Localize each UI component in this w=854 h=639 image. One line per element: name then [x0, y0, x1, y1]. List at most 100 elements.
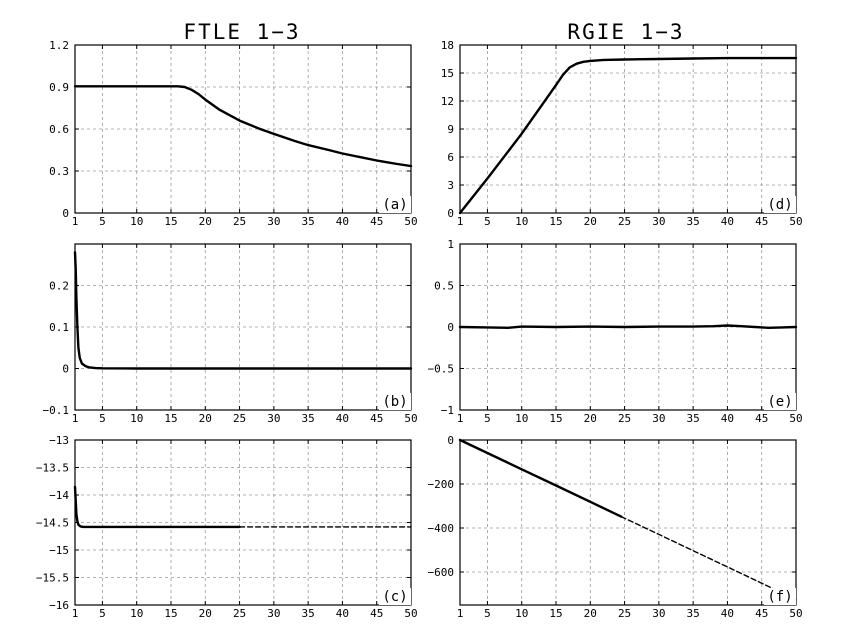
x-tick-label: 25 — [618, 412, 631, 425]
panel-label: (e) — [767, 394, 792, 410]
panel-label-bg — [379, 393, 411, 410]
x-tick-label: 1 — [72, 412, 79, 425]
panel-label-bg — [379, 196, 411, 213]
y-tick-label: 1.2 — [49, 39, 69, 52]
x-tick-label: 20 — [584, 215, 597, 228]
x-tick-label: 40 — [336, 607, 349, 620]
series-line — [458, 438, 623, 518]
x-tick-label: 50 — [404, 215, 417, 228]
x-tick-label: 1 — [457, 607, 464, 620]
y-tick-label: 0.6 — [49, 123, 69, 136]
x-tick-label: 45 — [370, 412, 383, 425]
x-tick-label: 30 — [267, 607, 280, 620]
x-tick-label: 1 — [72, 215, 79, 228]
y-tick-label: 3 — [447, 179, 454, 192]
y-tick-label: 0 — [447, 434, 454, 447]
plot-frame — [459, 439, 797, 606]
x-tick-label: 25 — [233, 215, 246, 228]
series-line — [73, 85, 413, 168]
y-tick-label: −15.5 — [36, 572, 69, 585]
x-tick-label: 20 — [199, 607, 212, 620]
x-tick-label: 35 — [302, 215, 315, 228]
x-tick-label: 30 — [652, 607, 665, 620]
x-tick-label: 15 — [164, 607, 177, 620]
x-tick-label: 45 — [755, 607, 768, 620]
y-tick-label: 0.5 — [434, 280, 454, 293]
x-tick-label: 45 — [370, 607, 383, 620]
y-tick-label: −14 — [49, 489, 69, 502]
panel-label: (f) — [767, 589, 792, 605]
x-tick-label: 20 — [584, 412, 597, 425]
x-tick-label: 20 — [199, 215, 212, 228]
y-tick-label: 9 — [447, 123, 454, 136]
y-tick-label: 0.9 — [49, 81, 69, 94]
x-tick-label: 30 — [652, 412, 665, 425]
title-right: RGIE 1−3 — [567, 20, 684, 44]
panel-label-bg — [764, 196, 796, 213]
x-tick-label: 30 — [652, 215, 665, 228]
x-tick-label: 1 — [72, 607, 79, 620]
x-tick-label: 40 — [336, 215, 349, 228]
y-tick-label: −14.5 — [36, 517, 69, 530]
y-tick-label: 12 — [441, 95, 454, 108]
x-tick-label: 15 — [549, 607, 562, 620]
x-tick-label: 35 — [687, 607, 700, 620]
y-tick-label: 1 — [447, 238, 454, 251]
x-tick-label: 25 — [233, 607, 246, 620]
x-tick-label: 1 — [457, 412, 464, 425]
y-tick-label: −600 — [428, 566, 455, 579]
y-tick-label: 0 — [62, 363, 69, 376]
y-tick-label: −0.5 — [428, 363, 455, 376]
y-tick-label: −15 — [49, 544, 69, 557]
x-tick-label: 10 — [515, 215, 528, 228]
x-tick-label: 20 — [199, 412, 212, 425]
x-tick-label: 5 — [484, 412, 491, 425]
y-tick-label: −1 — [441, 404, 454, 417]
y-tick-label: 0.2 — [49, 280, 69, 293]
y-tick-label: 0.3 — [49, 165, 69, 178]
x-tick-label: 30 — [267, 215, 280, 228]
x-tick-label: 25 — [233, 412, 246, 425]
x-tick-label: 25 — [618, 607, 631, 620]
y-tick-label: 0 — [62, 207, 69, 220]
x-tick-label: 10 — [515, 412, 528, 425]
title-left: FTLE 1−3 — [183, 20, 300, 44]
series-line — [73, 485, 241, 529]
x-tick-label: 5 — [484, 607, 491, 620]
x-tick-label: 50 — [789, 607, 802, 620]
y-tick-label: 15 — [441, 67, 454, 80]
x-tick-label: 10 — [130, 412, 143, 425]
x-tick-label: 25 — [618, 215, 631, 228]
x-tick-label: 45 — [755, 412, 768, 425]
panel-e: 1 5 10 15 20 25 30 35 40 45 50−1−0.500.51(e) — [428, 238, 803, 425]
x-tick-label: 50 — [789, 412, 802, 425]
series-line-dashed — [620, 515, 797, 601]
panel-label: (c) — [382, 589, 407, 605]
x-tick-label: 15 — [164, 412, 177, 425]
x-tick-label: 35 — [302, 412, 315, 425]
x-tick-label: 5 — [99, 607, 106, 620]
y-tick-label: −16 — [49, 599, 69, 612]
x-tick-label: 40 — [721, 607, 734, 620]
y-tick-label: −400 — [428, 522, 455, 535]
panel-label: (d) — [767, 197, 792, 213]
y-tick-label: 0.1 — [49, 321, 69, 334]
x-tick-label: 35 — [687, 215, 700, 228]
x-tick-label: 10 — [130, 215, 143, 228]
panel-label: (a) — [382, 197, 407, 213]
y-tick-label: −200 — [428, 478, 455, 491]
y-tick-label: 18 — [441, 39, 454, 52]
x-tick-label: 35 — [302, 607, 315, 620]
panel-label-bg — [764, 588, 796, 605]
series-line — [458, 56, 798, 215]
x-tick-label: 5 — [99, 412, 106, 425]
series-line — [458, 324, 798, 329]
series-line — [73, 251, 413, 370]
x-tick-label: 1 — [457, 215, 464, 228]
panel-label-bg — [764, 393, 796, 410]
x-tick-label: 40 — [336, 412, 349, 425]
x-tick-label: 5 — [99, 215, 106, 228]
